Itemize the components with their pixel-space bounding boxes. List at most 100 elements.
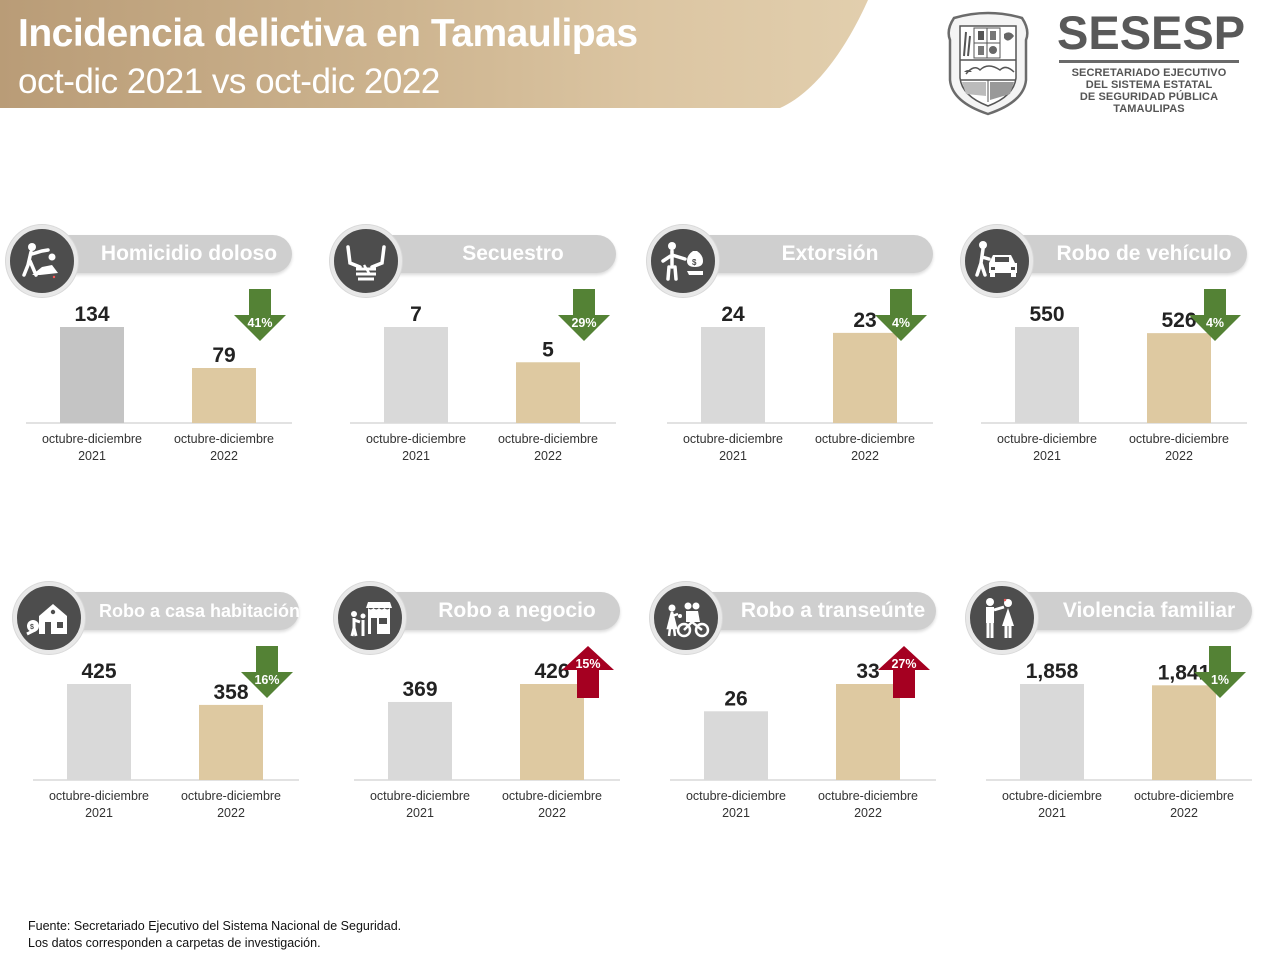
footer: Fuente: Secretariado Ejecutivo del Siste…: [28, 918, 401, 952]
panel-title-pill: Robo a negocio: [390, 592, 620, 630]
category-year-label: 2021: [1033, 449, 1061, 463]
panel-title-pill: Robo de vehículo: [1017, 235, 1247, 273]
decrease-arrow-icon: 41%: [234, 289, 286, 341]
bar-value-label: 5: [542, 338, 554, 361]
header-band: [0, 0, 880, 108]
bar-2022: [836, 684, 900, 780]
decrease-arrow-icon: 16%: [241, 646, 293, 698]
change-percent: 16%: [254, 673, 279, 687]
street-robbery-icon: [650, 582, 722, 654]
bar-chart: 369 octubre-diciembre 2021 426 octubre-dicie…: [350, 642, 620, 842]
homicide-icon: [6, 225, 78, 297]
category-label: octubre-diciembre: [42, 432, 142, 446]
panel-title: Robo a casa habitación: [99, 601, 301, 621]
category-year-label: 2021: [85, 806, 113, 820]
decrease-arrow-icon: 4%: [1189, 289, 1241, 341]
page-title: Incidencia delictiva en Tamaulipas: [18, 12, 638, 55]
svg-text:$: $: [30, 624, 34, 631]
bar-value-label: 24: [721, 303, 745, 326]
bar-value-label: 7: [410, 303, 422, 326]
change-percent: 1%: [1211, 673, 1229, 687]
bar-value-label: 426: [534, 660, 569, 683]
bar-value-label: 550: [1029, 303, 1064, 326]
panel-title: Secuestro: [462, 242, 564, 265]
bar-value-label: 1,841: [1158, 661, 1211, 684]
category-year-label: 2022: [210, 449, 238, 463]
change-percent: 27%: [891, 657, 916, 671]
bar-chart: 7 octubre-diciembre 2021 5 octubre-diciembre…: [346, 285, 616, 485]
logo-subline: DEL SISTEMA ESTATAL: [1085, 79, 1213, 91]
data-note: Los datos corresponden a carpetas de inv…: [28, 936, 321, 950]
bar-2022: [516, 362, 580, 423]
logo-subline: DE SEGURIDAD PÚBLICA: [1079, 91, 1219, 103]
category-label: octubre-diciembre: [1002, 789, 1102, 803]
change-percent: 41%: [247, 316, 272, 330]
category-year-label: 2021: [406, 806, 434, 820]
category-year-label: 2021: [719, 449, 747, 463]
bar-value-label: 33: [856, 660, 879, 683]
panel-title-pill: Robo a transeúnte: [706, 592, 936, 630]
extortion-icon: $: [647, 225, 719, 297]
category-year-label: 2021: [402, 449, 430, 463]
kidnapping-icon: [330, 225, 402, 297]
bar-chart-svg: 134 octubre-diciembre 2021 79 octubre-diciem…: [26, 289, 292, 463]
bar-value-label: 1,858: [1026, 660, 1079, 683]
category-label: octubre-diciembre: [815, 432, 915, 446]
crime-panel: Robo a casa habitación $425 octubre-diciem…: [9, 582, 309, 842]
bar-chart-svg: 24 octubre-diciembre 2021 23 octubre-diciemb…: [667, 289, 933, 463]
source-note: Fuente: Secretariado Ejecutivo del Siste…: [28, 919, 402, 933]
category-label: octubre-diciembre: [997, 432, 1097, 446]
coat-of-arms-icon: [944, 10, 1032, 116]
category-label: octubre-diciembre: [366, 432, 466, 446]
bar-2021: [1020, 684, 1084, 780]
category-label: octubre-diciembre: [502, 789, 602, 803]
category-label: octubre-diciembre: [818, 789, 918, 803]
bar-value-label: 23: [853, 309, 876, 332]
bar-chart-svg: 26 octubre-diciembre 2021 33 octubre-diciemb…: [670, 646, 936, 820]
bar-2022: [520, 684, 584, 780]
change-percent: 4%: [1206, 316, 1224, 330]
change-percent: 4%: [892, 316, 910, 330]
panel-title-pill: Extorsión: [703, 235, 933, 273]
category-year-label: 2022: [217, 806, 245, 820]
logo-subline: TAMAULIPAS: [1113, 103, 1185, 115]
increase-arrow-icon: 27%: [878, 646, 930, 698]
bar-2022: [1152, 685, 1216, 780]
panel-title: Extorsión: [781, 242, 879, 265]
category-year-label: 2022: [854, 806, 882, 820]
bar-value-label: 358: [213, 681, 248, 704]
category-year-label: 2022: [1165, 449, 1193, 463]
change-percent: 15%: [575, 657, 600, 671]
decrease-arrow-icon: 4%: [875, 289, 927, 341]
bar-value-label: 425: [81, 660, 116, 683]
bar-chart-svg: 425 octubre-diciembre 2021 358 octubre-dicie…: [33, 646, 299, 820]
category-year-label: 2022: [538, 806, 566, 820]
bar-2022: [1147, 333, 1211, 423]
panel-title: Robo de vehículo: [1056, 242, 1232, 265]
category-label: octubre-diciembre: [1134, 789, 1234, 803]
category-label: octubre-diciembre: [181, 789, 281, 803]
category-year-label: 2021: [722, 806, 750, 820]
bar-2022: [192, 368, 256, 423]
bar-2021: [388, 701, 452, 780]
sesesp-logo: SESESP SECRETARIADO EJECUTIVO DEL SISTEM…: [1057, 8, 1245, 116]
decrease-arrow-icon: 29%: [558, 289, 610, 341]
bar-2021: [701, 327, 765, 423]
panel-title-pill: Homicidio doloso: [62, 235, 292, 273]
category-label: octubre-diciembre: [49, 789, 149, 803]
category-label: octubre-diciembre: [686, 789, 786, 803]
panel-title: Robo a negocio: [438, 599, 596, 622]
bar-chart: 550 octubre-diciembre 2021 526 octubre-dicie…: [977, 285, 1247, 485]
bar-2021: [60, 327, 124, 423]
car-theft-icon: [961, 225, 1033, 297]
house-burglary-icon: $: [13, 582, 85, 654]
crime-panel: Extorsión $24 octubre-diciembre 2021 23 octub…: [643, 225, 943, 485]
increase-arrow-icon: 15%: [562, 646, 614, 698]
panel-title-pill: Secuestro: [386, 235, 616, 273]
bar-chart-svg: 550 octubre-diciembre 2021 526 octubre-dicie…: [981, 289, 1247, 463]
crime-panel: Violencia familiar 1,858 octubre-diciembre…: [962, 582, 1262, 842]
panel-title: Violencia familiar: [1062, 599, 1236, 622]
crime-panel: Robo a transeúnte 26 octubre-diciembre 2021…: [646, 582, 946, 842]
category-label: octubre-diciembre: [1129, 432, 1229, 446]
bar-2021: [384, 327, 448, 423]
